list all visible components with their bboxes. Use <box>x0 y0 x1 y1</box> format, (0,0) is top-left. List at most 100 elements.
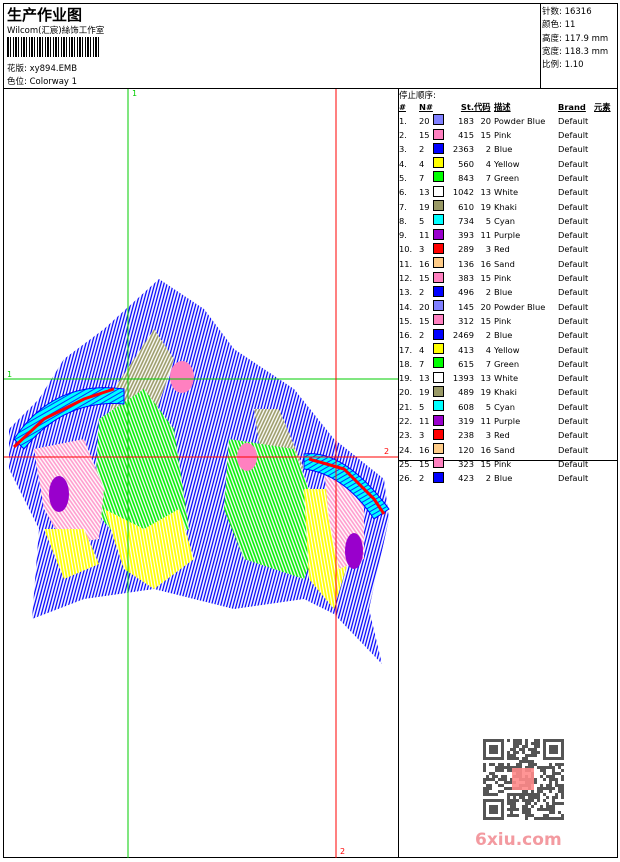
stop-row: 19. 13 1393 13 White Default <box>398 371 611 386</box>
stop-n: 3 <box>419 244 425 255</box>
color-swatch <box>433 343 444 355</box>
stop-row: 4. 4 560 4 Yellow Default <box>398 157 611 171</box>
stop-row: 15. 15 312 15 Pink Default <box>398 314 611 328</box>
color-swatch-cell <box>433 128 451 143</box>
stop-st: 496 <box>458 287 474 298</box>
stop-brand: Default <box>558 430 589 441</box>
stop-n: 3 <box>419 430 425 441</box>
stop-desc: Pink <box>494 273 512 284</box>
stop-st: 2469 <box>452 330 474 341</box>
colorway-label: 色位: <box>7 77 27 87</box>
stop-n: 15 <box>419 273 430 284</box>
color-swatch-cell <box>433 328 451 343</box>
stop-idx: 14. <box>399 301 413 312</box>
stop-brand: Default <box>558 301 589 312</box>
stop-n: 20 <box>419 301 430 312</box>
stop-brand: Default <box>558 158 589 169</box>
embroidery-pink-ear-left <box>170 361 194 393</box>
stop-brand: Default <box>558 458 589 469</box>
color-swatch <box>433 171 444 183</box>
stop-code: 2 <box>485 144 491 155</box>
stop-idx: 5. <box>399 172 407 183</box>
stop-code: 19 <box>480 201 491 212</box>
color-swatch-cell <box>433 443 451 457</box>
column-header: St. <box>460 102 474 112</box>
stop-row: 10. 3 289 3 Red Default <box>398 242 611 257</box>
watermark-logo: 6xiu.com <box>475 830 562 850</box>
stop-code: 16 <box>480 444 491 455</box>
stop-st: 734 <box>458 215 474 226</box>
stop-st: 319 <box>458 416 474 427</box>
stop-st: 2363 <box>452 144 474 155</box>
stop-st: 1393 <box>452 373 474 384</box>
stop-row: 16. 2 2469 2 Blue Default <box>398 328 611 343</box>
stop-n: 16 <box>419 258 430 269</box>
stop-n: 5 <box>419 215 425 226</box>
stop-idx: 15. <box>399 315 413 326</box>
color-swatch-cell <box>433 314 451 328</box>
stop-code: 7 <box>485 358 491 369</box>
stop-idx: 17. <box>399 344 413 355</box>
color-swatch <box>433 471 444 483</box>
stop-row: 23. 3 238 3 Red Default <box>398 428 611 443</box>
stop-desc: White <box>494 187 519 198</box>
stop-idx: 9. <box>399 230 407 241</box>
page-title: 生产作业图 <box>7 6 83 24</box>
stop-st: 413 <box>458 344 474 355</box>
stop-st: 489 <box>458 387 474 398</box>
stop-brand: Default <box>558 144 589 155</box>
stop-code: 3 <box>485 430 491 441</box>
stop-n: 4 <box>419 158 425 169</box>
stop-desc: Purple <box>494 416 521 427</box>
color-swatch-cell <box>433 142 451 157</box>
stop-idx: 10. <box>399 244 413 255</box>
stop-code: 2 <box>485 473 491 484</box>
embroidery-green-right <box>224 439 324 579</box>
stop-row: 24. 16 120 16 Sand Default <box>398 443 611 457</box>
stop-brand: Default <box>558 473 589 484</box>
design-file: 花版: xy894.EMB <box>7 62 77 74</box>
stop-idx: 3. <box>399 144 407 155</box>
color-swatch-cell <box>433 228 451 243</box>
stop-n: 2 <box>419 287 425 298</box>
stop-n: 2 <box>419 330 425 341</box>
stop-idx: 20. <box>399 387 413 398</box>
color-swatch-cell <box>433 200 451 214</box>
stop-desc: Purple <box>494 230 521 241</box>
design-width: 宽度: 118.3 mm <box>542 46 609 57</box>
stop-row: 3. 2 2363 2 Blue Default <box>398 142 611 157</box>
stop-row: 25. 15 323 15 Pink Default <box>398 457 611 471</box>
stop-st: 120 <box>458 444 474 455</box>
stop-code: 15 <box>480 458 491 469</box>
stop-code: 15 <box>480 315 491 326</box>
color-swatch <box>433 443 444 455</box>
color-swatch <box>433 142 444 154</box>
stop-brand: Default <box>558 387 589 398</box>
colorway-value: Colorway 1 <box>29 77 78 87</box>
stop-sequence-title: 停止顺序: <box>399 91 436 101</box>
stop-desc: Green <box>494 172 520 183</box>
stop-st: 843 <box>458 172 474 183</box>
column-header: 代码 <box>474 102 491 112</box>
color-swatch <box>433 271 444 283</box>
embroidery-design <box>4 89 398 858</box>
embroidery-guides <box>4 89 398 858</box>
stop-idx: 23. <box>399 430 413 441</box>
color-swatch-cell <box>433 114 451 128</box>
stop-st: 423 <box>458 473 474 484</box>
stop-idx: 13. <box>399 287 413 298</box>
embroidery-yellow-left <box>104 509 194 589</box>
stop-desc: Green <box>494 358 520 369</box>
stop-brand: Default <box>558 444 589 455</box>
stop-idx: 6. <box>399 187 407 198</box>
stop-brand: Default <box>558 373 589 384</box>
color-swatch-cell <box>433 242 451 257</box>
design-height: 高度: 117.9 mm <box>542 33 609 44</box>
stop-desc: White <box>494 373 519 384</box>
embroidery-cyan-eye-left <box>13 387 125 450</box>
color-swatch <box>433 428 444 440</box>
stop-row: 20. 19 489 19 Khaki Default <box>398 385 611 400</box>
color-swatch <box>433 300 444 312</box>
stop-row: 6. 13 1042 13 White Default <box>398 185 611 200</box>
color-swatch-cell <box>433 285 451 300</box>
